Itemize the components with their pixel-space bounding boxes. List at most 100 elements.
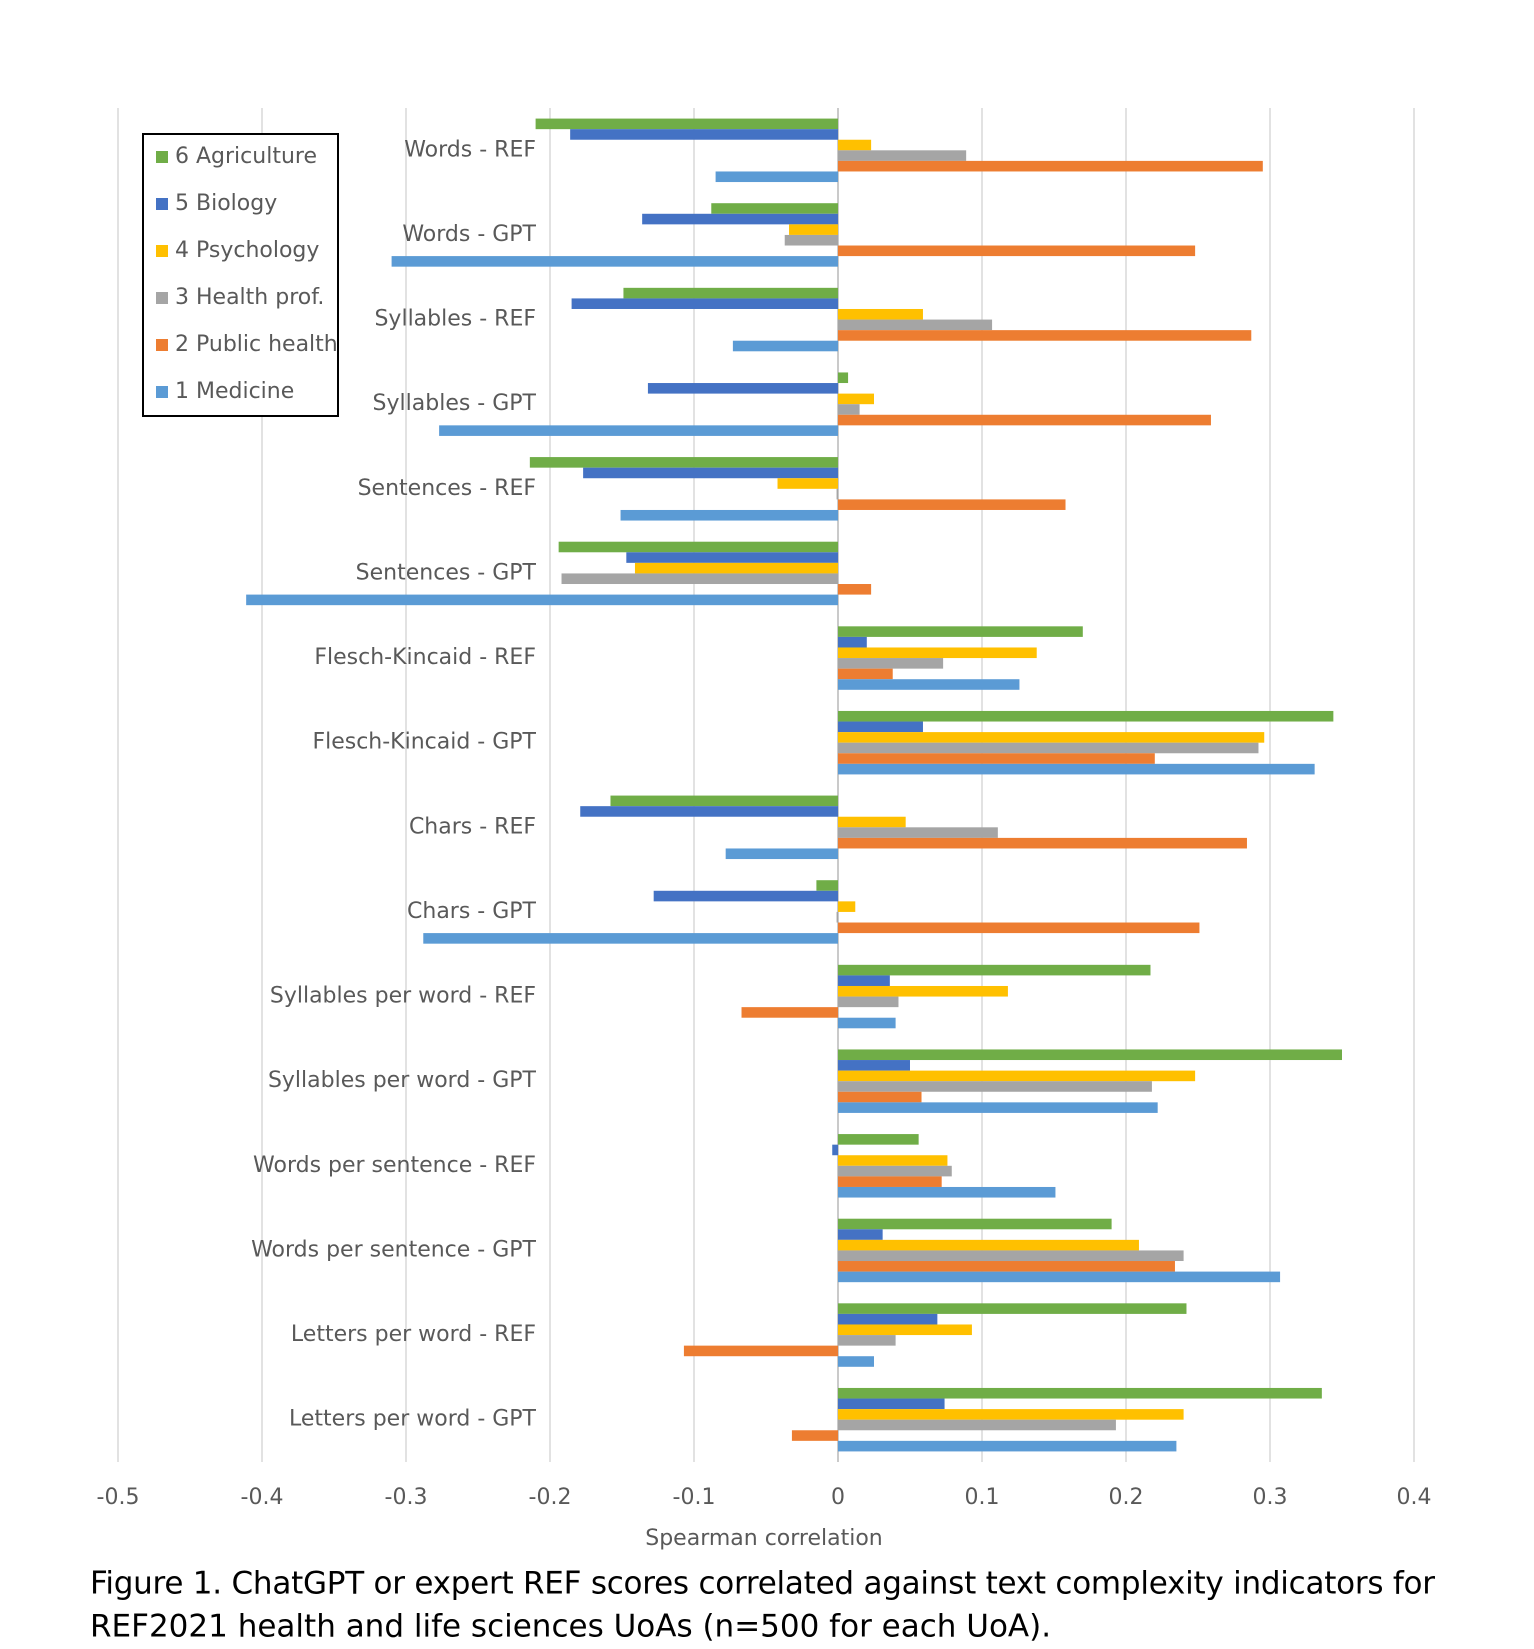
bar [838, 1176, 942, 1187]
bar [838, 1356, 874, 1367]
x-tick-label: -0.1 [673, 1485, 716, 1510]
x-tick-label: -0.5 [97, 1485, 140, 1510]
bar [732, 340, 838, 352]
bar [838, 308, 923, 320]
bar [620, 509, 838, 521]
bar [838, 985, 1008, 997]
bar [571, 298, 838, 309]
bar [838, 372, 849, 384]
bar [246, 594, 838, 606]
category-label: Flesch-Kincaid - GPT [312, 730, 536, 755]
bar [838, 160, 1263, 172]
bar [838, 319, 993, 331]
bar [838, 837, 1247, 849]
bar [838, 1303, 1187, 1314]
category-label: Sentences - REF [358, 476, 536, 501]
bar [838, 1017, 896, 1029]
bar [838, 1271, 1281, 1283]
bar [838, 1070, 1196, 1082]
bar [838, 393, 874, 405]
bar [558, 541, 838, 553]
bar [838, 753, 1155, 764]
bar [711, 203, 838, 214]
category-label: Syllables - REF [374, 307, 536, 332]
legend-label: 1 Medicine [175, 379, 294, 404]
bar [561, 573, 838, 585]
bar [838, 827, 998, 838]
bar [529, 457, 838, 468]
bar [838, 139, 872, 151]
bar [838, 679, 1020, 690]
category-label: Letters per word - GPT [289, 1407, 537, 1432]
bar [838, 1324, 972, 1336]
category-label: Words per sentence - REF [253, 1153, 536, 1178]
bar [838, 499, 1066, 510]
bar [838, 1440, 1177, 1452]
bar [838, 996, 899, 1008]
category-label: Syllables per word - REF [270, 984, 536, 1009]
x-tick-label: 0 [831, 1485, 845, 1510]
bar [610, 795, 838, 807]
bar [838, 901, 856, 912]
category-label: Syllables per word - GPT [268, 1068, 537, 1093]
bar [535, 118, 838, 130]
bar [838, 658, 944, 669]
bar [838, 1419, 1116, 1431]
caption-line: REF2021 health and life sciences UoAs (n… [90, 1609, 1051, 1645]
bar [423, 933, 838, 944]
category-label: Flesch-Kincaid - REF [314, 645, 536, 670]
x-tick-label: 0.3 [1253, 1485, 1288, 1510]
category-label: Words - REF [404, 137, 536, 162]
x-tick-label: 0.1 [965, 1485, 1000, 1510]
bar [838, 710, 1334, 722]
bar [791, 1430, 838, 1441]
bar [623, 287, 838, 299]
caption-line: Figure 1. ChatGPT or expert REF scores c… [90, 1566, 1435, 1602]
bar [642, 213, 838, 225]
bar [838, 816, 906, 828]
x-tick-label: -0.3 [385, 1485, 428, 1510]
bar [838, 732, 1265, 743]
bar [838, 584, 872, 595]
x-tick-label: 0.2 [1109, 1485, 1144, 1510]
legend-swatch [156, 339, 168, 351]
bar [391, 256, 838, 267]
bar [789, 224, 838, 235]
bar [634, 562, 838, 574]
bar [836, 911, 838, 923]
bar [583, 467, 838, 479]
bar [816, 880, 838, 891]
bar [725, 848, 838, 860]
bar [838, 404, 860, 415]
bar [647, 383, 838, 394]
category-label: Syllables - GPT [373, 391, 537, 416]
bar [838, 245, 1196, 257]
bar [838, 1398, 945, 1410]
bar [838, 1186, 1056, 1198]
bar [838, 414, 1211, 426]
bar [838, 647, 1037, 659]
bar [784, 234, 838, 246]
bar [570, 129, 838, 140]
category-label: Words per sentence - GPT [251, 1237, 536, 1262]
legend-swatch [156, 198, 168, 210]
bar [838, 742, 1259, 754]
bar [626, 552, 838, 563]
bar [683, 1345, 838, 1357]
bar [838, 975, 890, 986]
bar [838, 1409, 1184, 1420]
bar [838, 1060, 910, 1071]
legend-label: 5 Biology [175, 191, 277, 216]
bar [838, 150, 967, 161]
bar [838, 1250, 1184, 1262]
legend-label: 4 Psychology [175, 238, 319, 263]
bar [838, 1261, 1175, 1272]
x-axis-title: Spearman correlation [645, 1526, 883, 1551]
legend-swatch [156, 245, 168, 257]
bar [838, 668, 893, 680]
bar [838, 1313, 938, 1325]
bar [838, 922, 1200, 934]
bar [838, 1387, 1322, 1399]
bar [838, 1165, 952, 1177]
bar [838, 1102, 1158, 1113]
